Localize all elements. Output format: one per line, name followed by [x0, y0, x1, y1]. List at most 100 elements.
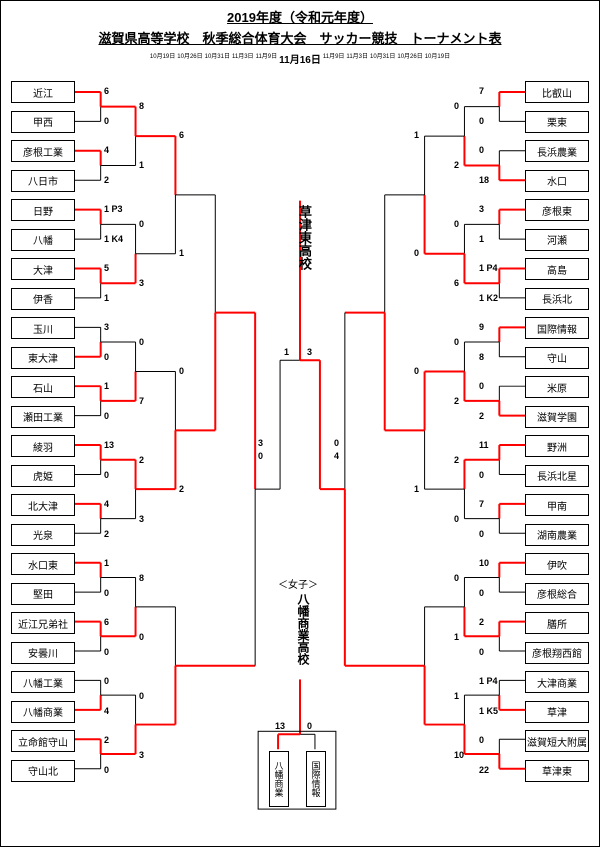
dates-row: 10月19日 10月26日 10月31日 11月3日 11月9日 11月16日 … [1, 51, 599, 66]
semi-score: 3 [258, 438, 263, 448]
team-left: 八幡商業 [11, 701, 75, 723]
team-left: 伊香 [11, 288, 75, 310]
team-right: 比叡山 [525, 81, 589, 103]
score: 4 [104, 145, 109, 155]
date: 10月19日 [425, 51, 450, 66]
score: 0 [479, 647, 484, 657]
score: 1 [414, 130, 419, 140]
team-right: 彦根東 [525, 199, 589, 221]
champion-name: 草津東高校 [295, 205, 314, 270]
team-left: 近江兄弟社 [11, 612, 75, 634]
team-left: 瀬田工業 [11, 406, 75, 428]
score: 0 [454, 573, 459, 583]
date: 11月9日 [256, 51, 278, 66]
women-team-left: 八幡商業 [269, 751, 289, 807]
women-score-right: 0 [307, 721, 312, 731]
score: 0 [454, 337, 459, 347]
team-left: 彦根工業 [11, 140, 75, 162]
team-right: 栗東 [525, 111, 589, 133]
team-right: 草津 [525, 701, 589, 723]
date: 11月3日 [232, 51, 254, 66]
team-left: 東大津 [11, 347, 75, 369]
team-left: 光泉 [11, 524, 75, 546]
team-right: 守山 [525, 347, 589, 369]
header: 2019年度（令和元年度） 滋賀県高等学校 秋季総合体育大会 サッカー競技 トー… [1, 1, 599, 68]
bracket-lines [1, 71, 599, 846]
score: 22 [479, 765, 489, 775]
score: 0 [104, 676, 109, 686]
score: 1 K2 [479, 293, 498, 303]
bracket-area: 近江甲西彦根工業八日市日野八幡大津伊香玉川東大津石山瀬田工業綾羽虎姫北大津光泉水… [1, 71, 599, 846]
score: 0 [479, 735, 484, 745]
score: 3 [479, 204, 484, 214]
score: 1 [414, 484, 419, 494]
score: 0 [179, 366, 184, 376]
semi-score: 0 [258, 451, 263, 461]
team-right: 甲南 [525, 494, 589, 516]
semi-score: 4 [334, 451, 339, 461]
score: 7 [139, 396, 144, 406]
score: 2 [104, 735, 109, 745]
score: 2 [454, 396, 459, 406]
team-left: 玉川 [11, 317, 75, 339]
team-left: 安曇川 [11, 642, 75, 664]
team-right: 米原 [525, 376, 589, 398]
team-right: 滋賀学園 [525, 406, 589, 428]
score: 0 [104, 588, 109, 598]
score: 2 [104, 529, 109, 539]
score: 0 [479, 145, 484, 155]
team-left: 甲西 [11, 111, 75, 133]
score: 13 [104, 440, 114, 450]
score: 3 [104, 322, 109, 332]
score: 1 [454, 691, 459, 701]
score: 1 K4 [104, 234, 123, 244]
team-right: 膳所 [525, 612, 589, 634]
score: 0 [104, 470, 109, 480]
final-date: 11月16日 [279, 51, 321, 66]
date: 11月3日 [346, 51, 368, 66]
score: 0 [104, 411, 109, 421]
team-right: 河瀬 [525, 229, 589, 251]
score: 6 [104, 617, 109, 627]
score: 0 [479, 381, 484, 391]
score: 1 [104, 293, 109, 303]
score: 1 [454, 632, 459, 642]
score: 3 [139, 278, 144, 288]
score: 0 [139, 219, 144, 229]
score: 0 [414, 366, 419, 376]
score: 7 [479, 499, 484, 509]
team-left: 虎姫 [11, 465, 75, 487]
score: 4 [104, 499, 109, 509]
score: 1 [179, 248, 184, 258]
score: 8 [479, 352, 484, 362]
date: 10月26日 [397, 51, 422, 66]
score: 2 [454, 455, 459, 465]
team-right: 大津商業 [525, 671, 589, 693]
date: 10月31日 [205, 51, 230, 66]
score: 1 [104, 558, 109, 568]
score: 3 [139, 750, 144, 760]
score: 6 [179, 130, 184, 140]
team-left: 八幡 [11, 229, 75, 251]
date: 10月26日 [177, 51, 202, 66]
score: 2 [479, 617, 484, 627]
team-left: 立命館守山 [11, 730, 75, 752]
score: 4 [104, 706, 109, 716]
score: 1 K5 [479, 706, 498, 716]
score: 0 [479, 470, 484, 480]
score: 2 [104, 175, 109, 185]
score: 1 [479, 234, 484, 244]
score: 18 [479, 175, 489, 185]
score: 11 [479, 440, 489, 450]
women-champion: 八幡商業高校 [295, 593, 312, 665]
women-label: ＜女子＞ [278, 576, 318, 591]
women-score-left: 13 [275, 721, 285, 731]
team-right: 長浜農業 [525, 140, 589, 162]
final-score-left: 1 [284, 347, 289, 357]
team-right: 草津東 [525, 760, 589, 782]
score: 10 [479, 558, 489, 568]
score: 2 [139, 455, 144, 465]
score: 0 [479, 588, 484, 598]
team-left: 八幡工業 [11, 671, 75, 693]
score: 6 [454, 278, 459, 288]
